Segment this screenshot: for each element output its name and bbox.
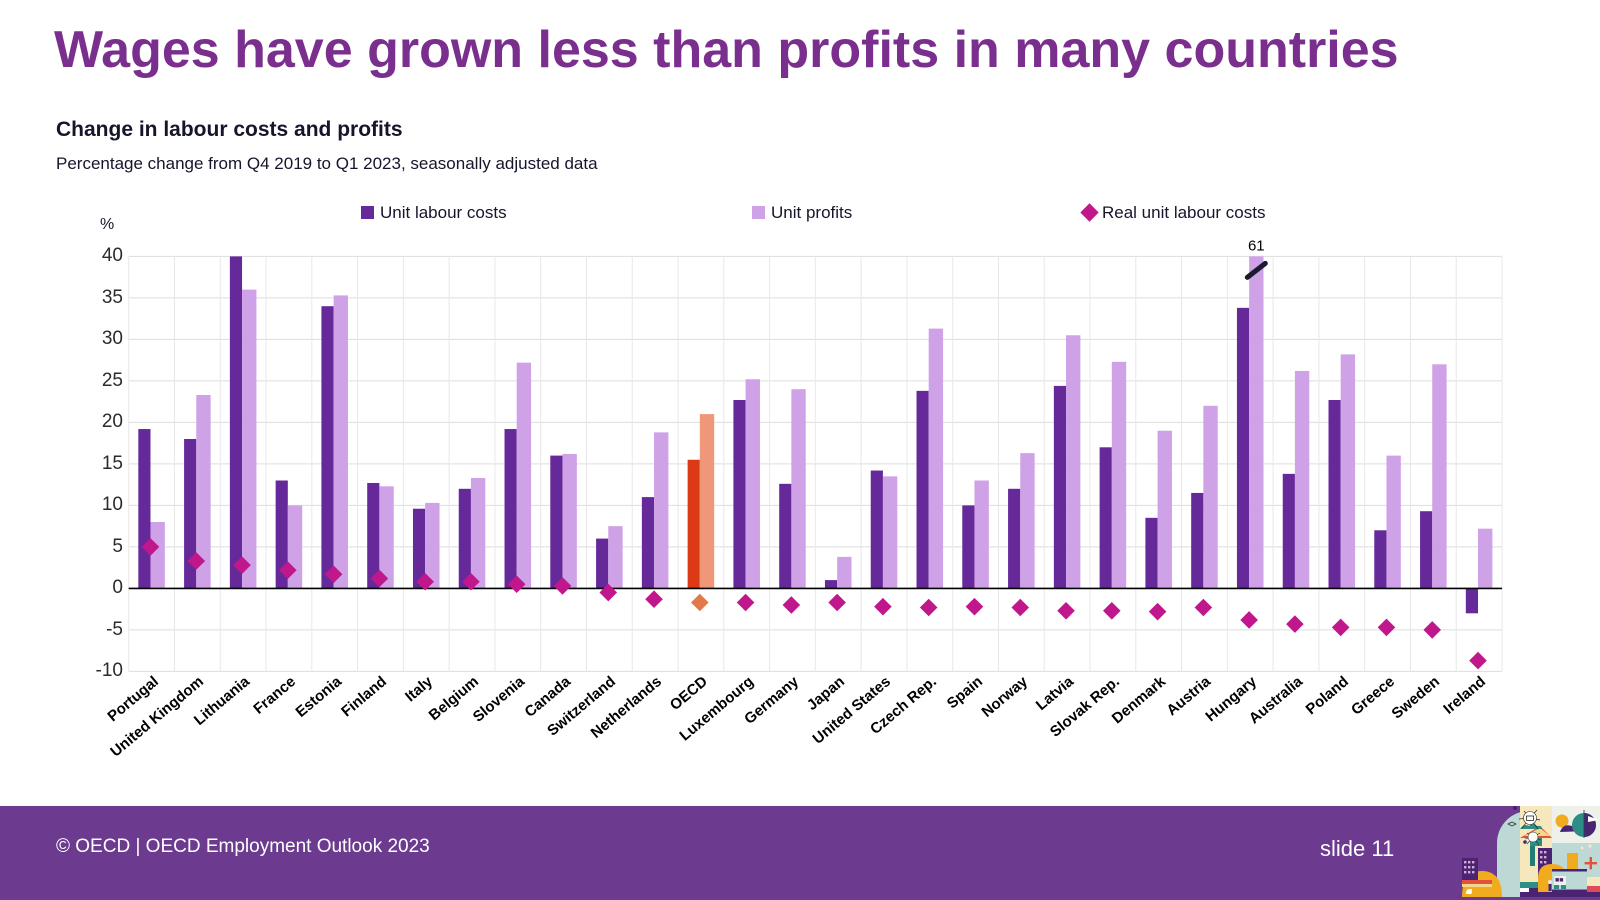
svg-text:■■: ■■ (1555, 877, 1563, 884)
svg-text:61: 61 (1248, 237, 1265, 254)
